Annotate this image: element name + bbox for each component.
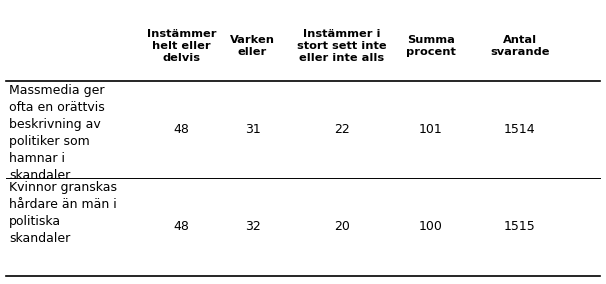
- Text: 48: 48: [173, 220, 189, 233]
- Text: Instämmer i
stort sett inte
eller inte alls: Instämmer i stort sett inte eller inte a…: [297, 29, 387, 63]
- Text: Varken
eller: Varken eller: [230, 35, 275, 57]
- Text: 22: 22: [334, 123, 350, 136]
- Text: 1514: 1514: [504, 123, 536, 136]
- Text: 101: 101: [419, 123, 442, 136]
- Text: Kvinnor granskas
hårdare än män i
politiska
skandaler: Kvinnor granskas hårdare än män i politi…: [9, 181, 117, 245]
- Text: Massmedia ger
ofta en orättvis
beskrivning av
politiker som
hamnar i
skandaler: Massmedia ger ofta en orättvis beskrivni…: [9, 83, 105, 181]
- Text: 20: 20: [334, 220, 350, 233]
- Text: 31: 31: [245, 123, 261, 136]
- Text: Antal
svarande: Antal svarande: [490, 35, 550, 57]
- Text: Instämmer
helt eller
delvis: Instämmer helt eller delvis: [147, 29, 216, 63]
- Text: 100: 100: [419, 220, 442, 233]
- Text: 32: 32: [245, 220, 261, 233]
- Text: Summa
procent: Summa procent: [406, 35, 456, 57]
- Text: 1515: 1515: [504, 220, 536, 233]
- Text: 48: 48: [173, 123, 189, 136]
